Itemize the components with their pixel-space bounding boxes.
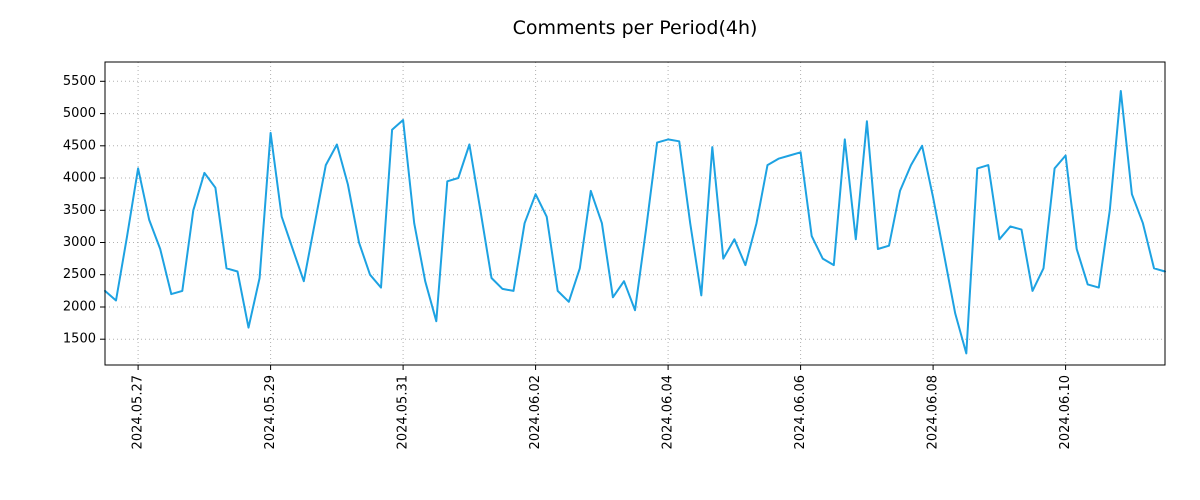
x-tick-label: 2024.05.27 <box>131 375 146 449</box>
x-tick-label: 2024.05.29 <box>263 375 278 449</box>
x-tick-label: 2024.06.10 <box>1058 375 1073 449</box>
y-tick-label: 5000 <box>63 106 96 121</box>
series-line <box>104 90 1166 355</box>
y-tick-label: 1500 <box>63 332 96 347</box>
x-tick-label: 2024.06.08 <box>926 375 941 449</box>
x-tick-label: 2024.06.06 <box>793 375 808 449</box>
x-tick-label: 2024.05.31 <box>396 375 411 449</box>
x-tick-label: 2024.06.02 <box>528 375 543 449</box>
chart-title: Comments per Period(4h) <box>512 17 758 39</box>
y-tick-label: 3000 <box>63 235 96 250</box>
y-tick-label: 4000 <box>63 171 96 186</box>
x-tick-label: 2024.06.04 <box>661 375 676 449</box>
y-tick-label: 5500 <box>63 74 96 89</box>
y-tick-label: 4500 <box>63 138 96 153</box>
plot-border <box>104 61 1166 366</box>
y-tick-label: 3500 <box>63 203 96 218</box>
y-tick-label: 2500 <box>63 267 96 282</box>
y-tick-label: 2000 <box>63 300 96 315</box>
